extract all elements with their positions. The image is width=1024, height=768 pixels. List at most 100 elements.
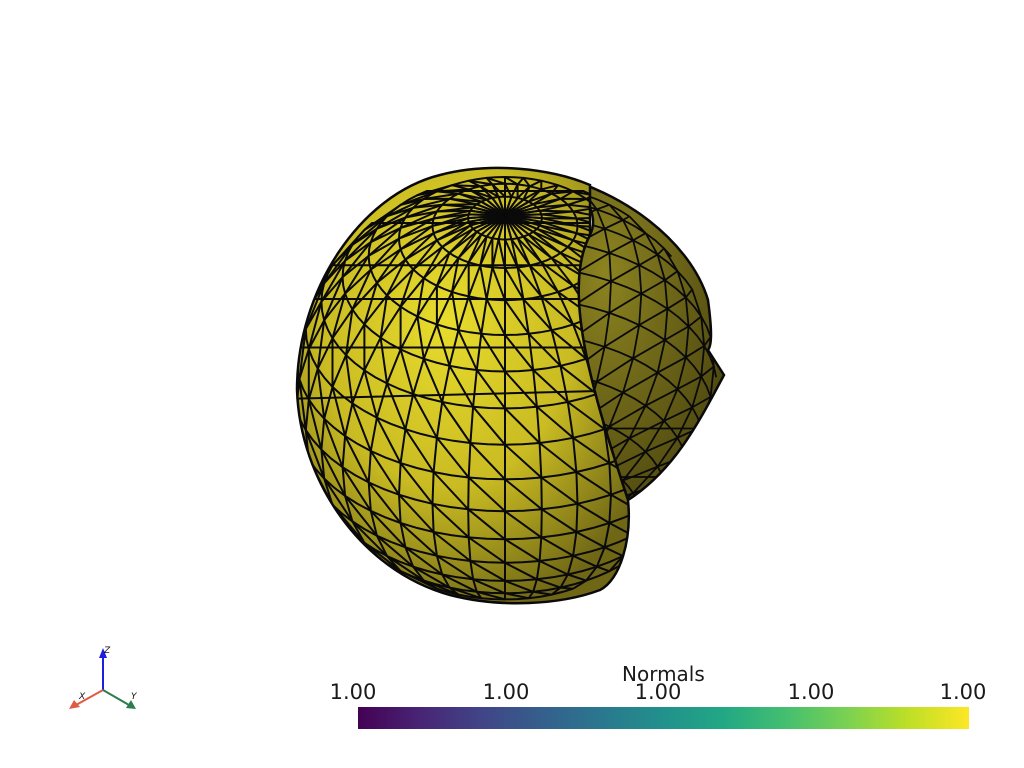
mesh-edge — [451, 184, 506, 217]
mesh-edge — [686, 479, 692, 487]
scalar-bar-tick: 1.00 — [634, 680, 682, 704]
scalar-bar-title: Normals — [622, 662, 705, 686]
scalar-bar-colormap — [358, 707, 969, 729]
mesh-edge — [431, 503, 470, 539]
mesh-edge — [538, 442, 578, 473]
mesh-edge — [555, 289, 706, 500]
mesh-edge — [448, 365, 474, 408]
mesh-edge — [504, 334, 534, 371]
mesh-edge — [555, 215, 669, 500]
mesh-edge — [376, 534, 414, 568]
mesh-edge — [667, 491, 687, 500]
mesh-edge — [504, 561, 538, 581]
mesh-edge — [688, 466, 702, 476]
mesh-edge — [504, 179, 542, 217]
mesh-edge — [386, 383, 407, 430]
scalar-bar-tick: 1.00 — [939, 680, 987, 704]
mesh-edge — [441, 401, 472, 444]
mesh-edge — [386, 259, 407, 296]
mesh-edge — [404, 546, 443, 576]
mesh-edge — [344, 435, 370, 483]
mesh-edge — [467, 296, 483, 335]
mesh-edge — [604, 219, 624, 230]
mesh-edge — [469, 442, 506, 480]
mesh-edge — [657, 356, 687, 374]
mesh-edge — [416, 278, 425, 317]
mesh-edge — [610, 264, 640, 283]
mesh-edge — [665, 496, 678, 505]
mesh-edge — [540, 295, 574, 326]
mesh-edge — [572, 554, 598, 568]
mesh-edge — [504, 177, 525, 216]
mesh-edge — [622, 371, 659, 394]
mesh-edge — [639, 531, 657, 534]
mesh-edge — [404, 428, 435, 473]
mesh-edge — [468, 179, 493, 186]
sphere-inner-surface — [554, 174, 726, 534]
mesh-edge — [436, 554, 474, 581]
mesh-edge — [533, 590, 552, 596]
mesh-edge — [555, 212, 693, 290]
mesh-edge — [555, 235, 712, 338]
mesh-edge — [667, 467, 685, 478]
mesh-edge — [504, 214, 629, 561]
mesh-edge — [367, 481, 402, 524]
mesh-edge — [469, 560, 506, 582]
mesh-edge — [700, 417, 715, 428]
scalar-bar-tick: 1.00 — [482, 680, 530, 704]
mesh-edge — [567, 401, 606, 431]
mesh-edge — [376, 417, 402, 464]
mesh-edge — [555, 403, 669, 500]
mesh-edge — [476, 590, 506, 601]
mesh-edge — [416, 316, 425, 359]
mesh-edge — [497, 238, 506, 269]
mesh-edge — [298, 328, 307, 380]
mesh-edge — [468, 179, 506, 217]
mesh-edge — [677, 375, 702, 390]
mesh-edge — [504, 407, 541, 444]
mesh-edge — [504, 510, 542, 539]
mesh-edge — [323, 276, 344, 321]
mesh-edge — [435, 324, 451, 367]
scalar-bar-tick: 1.00 — [787, 680, 835, 704]
mesh-edge — [370, 510, 407, 548]
mesh-edge — [341, 241, 372, 278]
mesh-edge — [559, 190, 574, 200]
mesh-edge — [596, 203, 610, 211]
mesh-edge — [398, 494, 435, 533]
mesh-edge — [550, 329, 587, 360]
mesh-edge — [467, 508, 506, 541]
mesh-edge — [363, 370, 378, 418]
orientation-axes-widget — [69, 648, 136, 709]
mesh-edge — [316, 368, 326, 419]
mesh-edge — [576, 502, 610, 524]
mesh-edge — [485, 298, 506, 336]
mesh-edge — [345, 309, 354, 356]
mesh-edge — [449, 586, 482, 600]
mesh-edge — [575, 280, 612, 305]
mesh-edge — [685, 345, 705, 359]
mesh-edge — [522, 298, 553, 331]
mesh-edge — [639, 511, 657, 522]
mesh-edge — [320, 260, 346, 303]
mesh-edge — [370, 216, 406, 243]
mesh-edge — [307, 301, 323, 350]
mesh-edge — [323, 418, 344, 468]
mesh-edge — [480, 333, 506, 373]
mesh-edge — [522, 177, 531, 187]
mesh-edge — [663, 406, 693, 422]
mesh-edge — [504, 239, 519, 268]
mesh-edge — [491, 267, 506, 301]
mesh-edge — [700, 365, 715, 378]
mesh-edge — [376, 206, 414, 230]
mesh-edge — [577, 252, 610, 273]
mesh-edge — [351, 403, 372, 452]
mesh-edge — [633, 536, 646, 543]
mesh-edge — [399, 522, 438, 557]
mesh-edge — [560, 586, 574, 590]
mesh-edge — [536, 578, 561, 589]
mesh-edge — [596, 565, 610, 573]
mesh-edge — [555, 330, 706, 478]
mesh-edge — [344, 495, 378, 537]
